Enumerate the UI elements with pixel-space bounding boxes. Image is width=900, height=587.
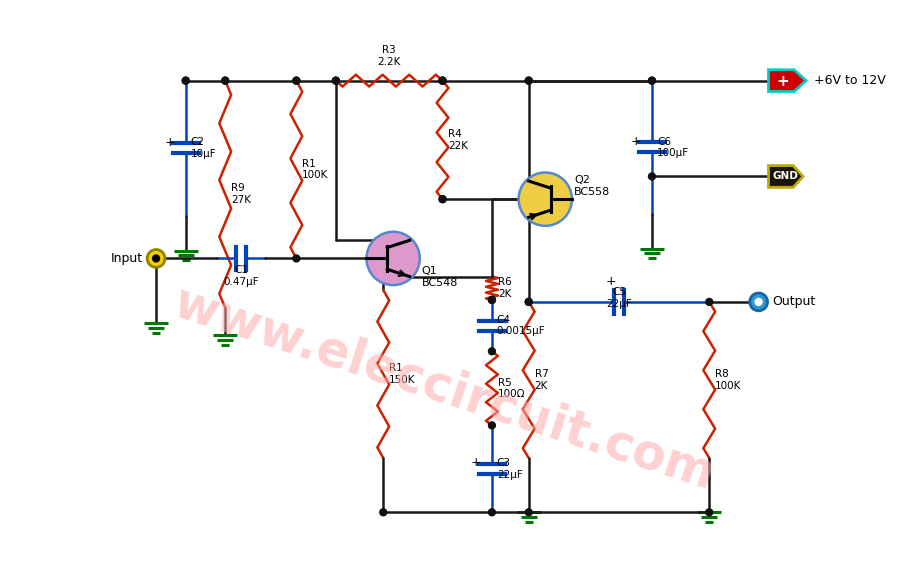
Text: R9
27K: R9 27K (231, 183, 251, 205)
Text: +: + (165, 136, 176, 149)
Circle shape (526, 77, 532, 84)
Circle shape (439, 195, 446, 203)
Text: +: + (776, 74, 788, 89)
Text: +: + (471, 457, 482, 470)
Text: www.eleccircuit.com: www.eleccircuit.com (167, 278, 721, 499)
Text: C5
22μF: C5 22μF (606, 287, 632, 309)
Circle shape (182, 77, 189, 84)
Circle shape (755, 298, 762, 305)
Circle shape (649, 173, 655, 180)
Circle shape (439, 77, 446, 84)
Circle shape (182, 77, 189, 84)
Text: R1
150K: R1 150K (389, 363, 416, 385)
Circle shape (221, 77, 229, 84)
Text: C4
0.0015μF: C4 0.0015μF (497, 315, 545, 336)
Circle shape (489, 296, 495, 303)
Circle shape (292, 77, 300, 84)
Text: R1
100K: R1 100K (302, 158, 328, 180)
Text: R5
100Ω: R5 100Ω (498, 377, 526, 399)
Circle shape (750, 293, 768, 311)
Circle shape (526, 298, 532, 305)
Text: Input: Input (111, 252, 143, 265)
Circle shape (332, 77, 339, 84)
Text: R4
22K: R4 22K (448, 129, 469, 151)
Circle shape (221, 77, 229, 84)
Text: C1
0.47μF: C1 0.47μF (223, 265, 259, 287)
Polygon shape (769, 166, 803, 187)
Text: R6
2K: R6 2K (498, 278, 511, 299)
Text: GND: GND (772, 171, 798, 181)
Polygon shape (769, 70, 806, 92)
Circle shape (439, 77, 446, 84)
Circle shape (332, 77, 339, 84)
Circle shape (153, 255, 159, 262)
Circle shape (292, 255, 300, 262)
Text: +: + (606, 275, 616, 288)
Circle shape (439, 195, 446, 203)
Circle shape (526, 298, 532, 305)
Circle shape (489, 348, 495, 355)
Text: R3
2.2K: R3 2.2K (377, 45, 400, 67)
Circle shape (526, 77, 532, 84)
Circle shape (489, 422, 495, 429)
Circle shape (649, 77, 655, 84)
Circle shape (649, 77, 655, 84)
Circle shape (439, 77, 446, 84)
Text: R8
100K: R8 100K (716, 369, 742, 391)
Circle shape (292, 77, 300, 84)
Text: C2
10μF: C2 10μF (191, 137, 216, 159)
Circle shape (489, 296, 495, 303)
Text: +: + (631, 135, 642, 148)
Circle shape (148, 249, 165, 267)
Text: C3
22μF: C3 22μF (497, 458, 523, 480)
Circle shape (706, 509, 713, 516)
Text: R7
2K: R7 2K (535, 369, 548, 391)
Circle shape (366, 232, 419, 285)
Circle shape (380, 509, 387, 516)
Circle shape (489, 509, 495, 516)
Circle shape (526, 509, 532, 516)
Text: Output: Output (772, 295, 815, 308)
Text: +6V to 12V: +6V to 12V (814, 74, 886, 87)
Text: Q2
BC558: Q2 BC558 (574, 175, 610, 197)
Text: C6
100μF: C6 100μF (657, 137, 689, 158)
Text: Q1
BC548: Q1 BC548 (422, 266, 458, 288)
Circle shape (706, 298, 713, 305)
Circle shape (518, 173, 572, 226)
